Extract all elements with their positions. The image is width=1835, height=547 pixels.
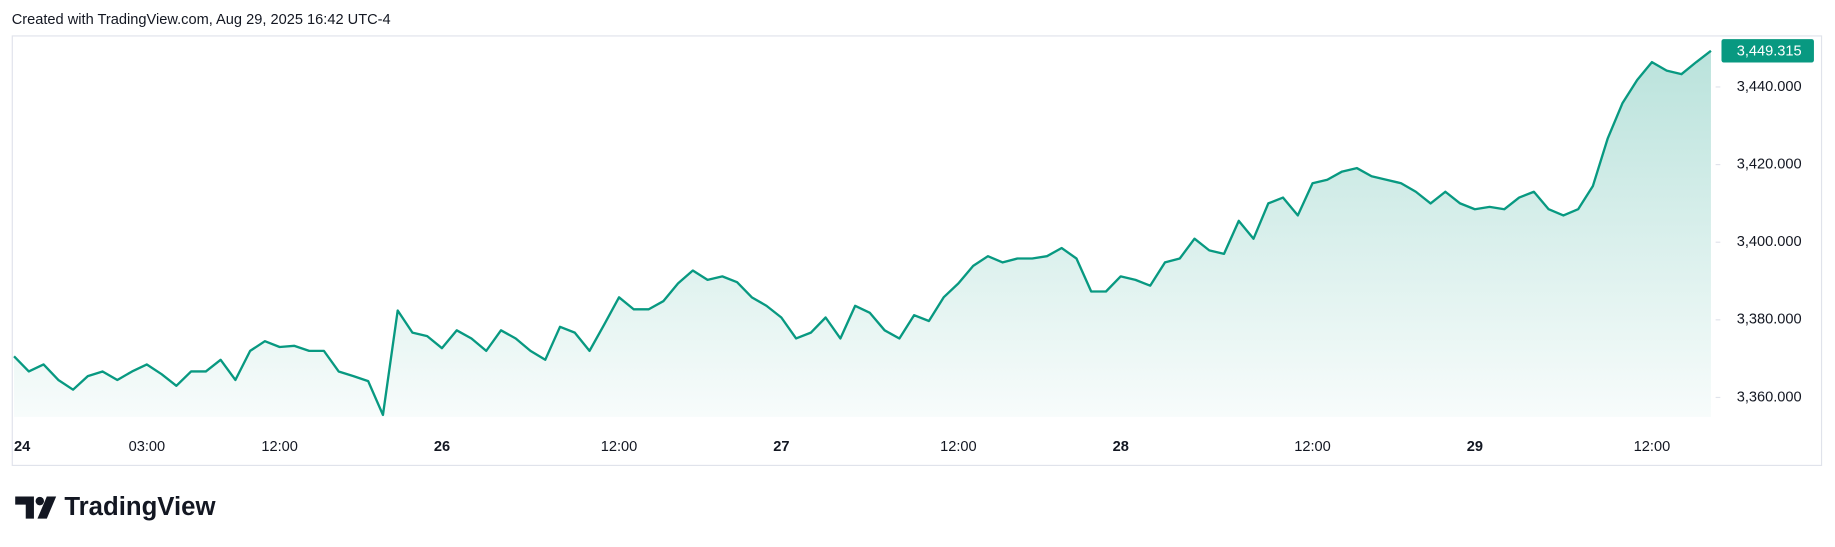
logo-mark bbox=[15, 496, 34, 519]
y-tick-label: 3,420.000 bbox=[1737, 156, 1802, 172]
logo-slash bbox=[37, 496, 57, 519]
x-tick-label: 12:00 bbox=[1634, 439, 1671, 455]
x-tick-label: 24 bbox=[14, 439, 31, 455]
x-tick-label: 12:00 bbox=[261, 439, 298, 455]
x-tick-label: 12:00 bbox=[601, 439, 638, 455]
last-price-label: 3,449.315 bbox=[1737, 43, 1802, 59]
y-tick-label: 3,360.000 bbox=[1737, 389, 1802, 405]
x-tick-label: 27 bbox=[773, 439, 789, 455]
x-tick-label: 26 bbox=[434, 439, 450, 455]
brand-name: TradingView bbox=[64, 493, 216, 521]
logo-dot bbox=[35, 496, 45, 506]
x-tick-label: 03:00 bbox=[129, 439, 166, 455]
x-tick-label: 12:00 bbox=[1294, 439, 1331, 455]
y-tick-label: 3,380.000 bbox=[1737, 312, 1802, 328]
x-tick-label: 12:00 bbox=[940, 439, 977, 455]
chart-frame bbox=[11, 35, 1823, 467]
last-price-tag bbox=[1721, 39, 1814, 63]
plot-area: 3,360.000 3,380.000 3,400.000 3,420.000 3,44… bbox=[13, 39, 1814, 455]
header-text: Created with TradingView.com, Aug 29, 20… bbox=[12, 12, 391, 28]
x-tick-label: 28 bbox=[1113, 439, 1129, 455]
y-tick-label: 3,440.000 bbox=[1737, 79, 1802, 95]
price-line bbox=[13, 49, 1712, 417]
brand-logo: TradingView bbox=[15, 493, 216, 521]
area-fill bbox=[14, 50, 1711, 417]
y-tick-label: 3,400.000 bbox=[1737, 234, 1802, 250]
x-tick-label: 29 bbox=[1467, 439, 1483, 455]
